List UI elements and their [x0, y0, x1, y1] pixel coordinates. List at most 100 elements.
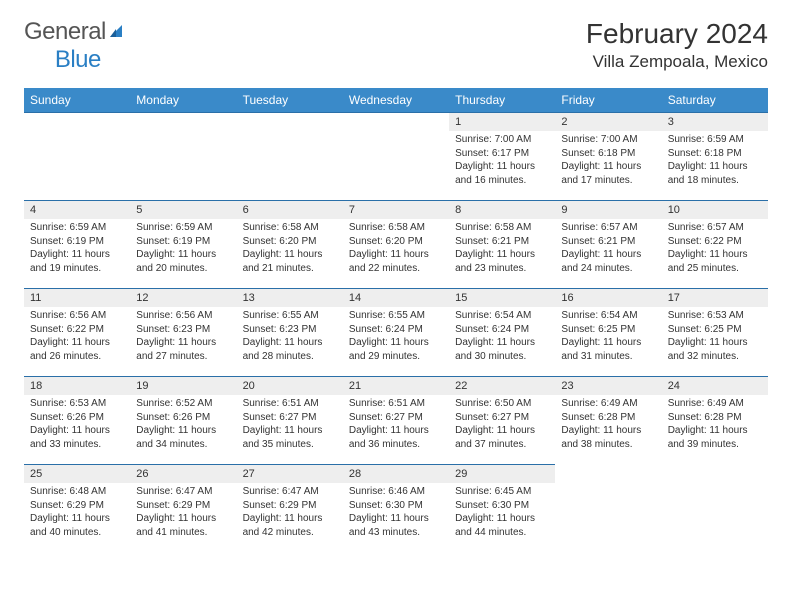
- calendar-cell-empty: [555, 464, 661, 552]
- calendar-cell: 12Sunrise: 6:56 AMSunset: 6:23 PMDayligh…: [130, 288, 236, 376]
- day-details: Sunrise: 6:54 AMSunset: 6:24 PMDaylight:…: [449, 307, 555, 367]
- calendar-cell: 14Sunrise: 6:55 AMSunset: 6:24 PMDayligh…: [343, 288, 449, 376]
- day-number: 8: [449, 200, 555, 219]
- day-details: Sunrise: 6:59 AMSunset: 6:18 PMDaylight:…: [662, 131, 768, 191]
- calendar-cell: 20Sunrise: 6:51 AMSunset: 6:27 PMDayligh…: [237, 376, 343, 464]
- calendar-cell: 17Sunrise: 6:53 AMSunset: 6:25 PMDayligh…: [662, 288, 768, 376]
- calendar-cell: 16Sunrise: 6:54 AMSunset: 6:25 PMDayligh…: [555, 288, 661, 376]
- day-details: Sunrise: 6:53 AMSunset: 6:25 PMDaylight:…: [662, 307, 768, 367]
- day-details: Sunrise: 6:56 AMSunset: 6:22 PMDaylight:…: [24, 307, 130, 367]
- day-details: Sunrise: 6:53 AMSunset: 6:26 PMDaylight:…: [24, 395, 130, 455]
- day-number: 16: [555, 288, 661, 307]
- month-title: February 2024: [586, 18, 768, 50]
- day-details: Sunrise: 6:51 AMSunset: 6:27 PMDaylight:…: [237, 395, 343, 455]
- calendar-cell: 26Sunrise: 6:47 AMSunset: 6:29 PMDayligh…: [130, 464, 236, 552]
- calendar-cell: 27Sunrise: 6:47 AMSunset: 6:29 PMDayligh…: [237, 464, 343, 552]
- day-details: Sunrise: 6:49 AMSunset: 6:28 PMDaylight:…: [555, 395, 661, 455]
- day-number: 19: [130, 376, 236, 395]
- weekday-header: Saturday: [662, 88, 768, 112]
- calendar-cell: 18Sunrise: 6:53 AMSunset: 6:26 PMDayligh…: [24, 376, 130, 464]
- day-number: 24: [662, 376, 768, 395]
- calendar-cell: 5Sunrise: 6:59 AMSunset: 6:19 PMDaylight…: [130, 200, 236, 288]
- calendar-cell: 7Sunrise: 6:58 AMSunset: 6:20 PMDaylight…: [343, 200, 449, 288]
- day-details: Sunrise: 6:54 AMSunset: 6:25 PMDaylight:…: [555, 307, 661, 367]
- day-number: 21: [343, 376, 449, 395]
- calendar-cell: 25Sunrise: 6:48 AMSunset: 6:29 PMDayligh…: [24, 464, 130, 552]
- day-number: 14: [343, 288, 449, 307]
- day-number: 18: [24, 376, 130, 395]
- day-details: Sunrise: 7:00 AMSunset: 6:17 PMDaylight:…: [449, 131, 555, 191]
- day-number: 20: [237, 376, 343, 395]
- weekday-header: Friday: [555, 88, 661, 112]
- day-number: 27: [237, 464, 343, 483]
- day-number: 7: [343, 200, 449, 219]
- calendar-cell: 15Sunrise: 6:54 AMSunset: 6:24 PMDayligh…: [449, 288, 555, 376]
- day-details: Sunrise: 6:51 AMSunset: 6:27 PMDaylight:…: [343, 395, 449, 455]
- day-details: Sunrise: 6:48 AMSunset: 6:29 PMDaylight:…: [24, 483, 130, 543]
- day-number: 22: [449, 376, 555, 395]
- day-number: 10: [662, 200, 768, 219]
- calendar-row: 11Sunrise: 6:56 AMSunset: 6:22 PMDayligh…: [24, 288, 768, 376]
- day-details: Sunrise: 6:46 AMSunset: 6:30 PMDaylight:…: [343, 483, 449, 543]
- header: General Blue February 2024 Villa Zempoal…: [24, 18, 768, 74]
- day-details: Sunrise: 6:57 AMSunset: 6:21 PMDaylight:…: [555, 219, 661, 279]
- calendar-cell: 13Sunrise: 6:55 AMSunset: 6:23 PMDayligh…: [237, 288, 343, 376]
- day-details: Sunrise: 6:50 AMSunset: 6:27 PMDaylight:…: [449, 395, 555, 455]
- day-number: 3: [662, 112, 768, 131]
- brand-sail-icon: [108, 18, 128, 46]
- day-number: 4: [24, 200, 130, 219]
- calendar-cell: 21Sunrise: 6:51 AMSunset: 6:27 PMDayligh…: [343, 376, 449, 464]
- weekday-header: Sunday: [24, 88, 130, 112]
- day-details: Sunrise: 6:49 AMSunset: 6:28 PMDaylight:…: [662, 395, 768, 455]
- day-number: 23: [555, 376, 661, 395]
- calendar-cell: 2Sunrise: 7:00 AMSunset: 6:18 PMDaylight…: [555, 112, 661, 200]
- day-details: Sunrise: 6:55 AMSunset: 6:23 PMDaylight:…: [237, 307, 343, 367]
- calendar-cell: 1Sunrise: 7:00 AMSunset: 6:17 PMDaylight…: [449, 112, 555, 200]
- weekday-header-row: Sunday Monday Tuesday Wednesday Thursday…: [24, 88, 768, 112]
- day-details: Sunrise: 6:47 AMSunset: 6:29 PMDaylight:…: [237, 483, 343, 543]
- day-details: Sunrise: 6:58 AMSunset: 6:20 PMDaylight:…: [237, 219, 343, 279]
- day-details: Sunrise: 6:57 AMSunset: 6:22 PMDaylight:…: [662, 219, 768, 279]
- day-number: 12: [130, 288, 236, 307]
- weekday-header: Thursday: [449, 88, 555, 112]
- calendar-cell: 29Sunrise: 6:45 AMSunset: 6:30 PMDayligh…: [449, 464, 555, 552]
- calendar-cell: 9Sunrise: 6:57 AMSunset: 6:21 PMDaylight…: [555, 200, 661, 288]
- day-details: Sunrise: 6:58 AMSunset: 6:21 PMDaylight:…: [449, 219, 555, 279]
- calendar-row: 4Sunrise: 6:59 AMSunset: 6:19 PMDaylight…: [24, 200, 768, 288]
- calendar-cell: 24Sunrise: 6:49 AMSunset: 6:28 PMDayligh…: [662, 376, 768, 464]
- calendar-cell: 23Sunrise: 6:49 AMSunset: 6:28 PMDayligh…: [555, 376, 661, 464]
- brand-part2: Blue: [55, 46, 101, 73]
- location: Villa Zempoala, Mexico: [586, 52, 768, 72]
- day-number: 17: [662, 288, 768, 307]
- calendar-cell-empty: [343, 112, 449, 200]
- calendar-cell: 11Sunrise: 6:56 AMSunset: 6:22 PMDayligh…: [24, 288, 130, 376]
- day-details: Sunrise: 6:45 AMSunset: 6:30 PMDaylight:…: [449, 483, 555, 543]
- calendar-table: Sunday Monday Tuesday Wednesday Thursday…: [24, 88, 768, 552]
- calendar-cell: 6Sunrise: 6:58 AMSunset: 6:20 PMDaylight…: [237, 200, 343, 288]
- day-number: 26: [130, 464, 236, 483]
- day-number: 15: [449, 288, 555, 307]
- calendar-cell: 22Sunrise: 6:50 AMSunset: 6:27 PMDayligh…: [449, 376, 555, 464]
- day-number: 1: [449, 112, 555, 131]
- weekday-header: Wednesday: [343, 88, 449, 112]
- day-number: 2: [555, 112, 661, 131]
- day-number: 25: [24, 464, 130, 483]
- weekday-header: Monday: [130, 88, 236, 112]
- day-number: 11: [24, 288, 130, 307]
- day-details: Sunrise: 7:00 AMSunset: 6:18 PMDaylight:…: [555, 131, 661, 191]
- day-number: 6: [237, 200, 343, 219]
- calendar-cell-empty: [662, 464, 768, 552]
- day-details: Sunrise: 6:59 AMSunset: 6:19 PMDaylight:…: [24, 219, 130, 279]
- day-number: 5: [130, 200, 236, 219]
- calendar-cell-empty: [237, 112, 343, 200]
- day-number: 28: [343, 464, 449, 483]
- day-details: Sunrise: 6:58 AMSunset: 6:20 PMDaylight:…: [343, 219, 449, 279]
- calendar-row: 1Sunrise: 7:00 AMSunset: 6:17 PMDaylight…: [24, 112, 768, 200]
- calendar-cell-empty: [24, 112, 130, 200]
- calendar-cell: 4Sunrise: 6:59 AMSunset: 6:19 PMDaylight…: [24, 200, 130, 288]
- calendar-cell-empty: [130, 112, 236, 200]
- brand-logo: General Blue: [24, 18, 128, 74]
- day-details: Sunrise: 6:52 AMSunset: 6:26 PMDaylight:…: [130, 395, 236, 455]
- day-number: 13: [237, 288, 343, 307]
- calendar-cell: 19Sunrise: 6:52 AMSunset: 6:26 PMDayligh…: [130, 376, 236, 464]
